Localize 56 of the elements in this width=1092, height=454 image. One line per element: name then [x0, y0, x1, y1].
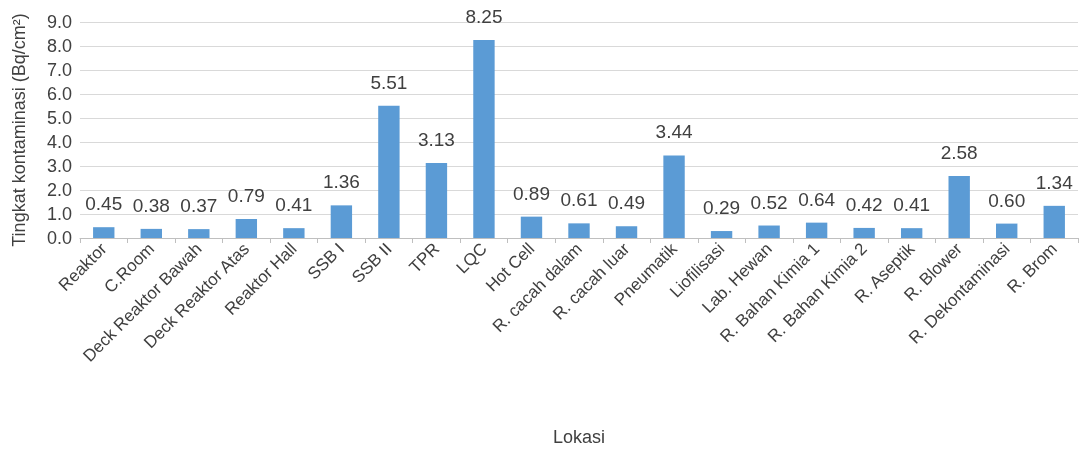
bar	[663, 155, 685, 238]
data-label: 3.44	[655, 121, 693, 143]
data-label: 0.79	[227, 185, 265, 207]
data-label: 0.52	[750, 191, 788, 213]
bar	[615, 226, 638, 238]
data-label: 0.38	[132, 194, 170, 216]
data-label: 1.34	[1035, 171, 1074, 193]
bar	[805, 222, 828, 238]
y-tick-label: 6.0	[46, 84, 72, 104]
bar	[425, 162, 448, 238]
data-label: 0.64	[798, 188, 836, 210]
data-label: 0.41	[893, 194, 931, 216]
bar	[188, 229, 210, 238]
y-axis-title: Tingkat kontaminasi (Bq/cm²)	[9, 13, 29, 247]
y-tick-label: 0.0	[46, 228, 72, 248]
y-tick-label: 9.0	[46, 12, 72, 32]
data-label: 1.36	[322, 171, 360, 193]
bar	[520, 216, 543, 238]
bar	[283, 228, 305, 238]
data-label: 2.58	[940, 142, 978, 164]
bar	[853, 227, 875, 238]
data-label: 0.42	[845, 193, 883, 215]
data-label: 0.37	[180, 195, 218, 217]
y-tick-label: 4.0	[46, 132, 72, 152]
data-label: 8.25	[465, 6, 503, 27]
data-label: 3.13	[417, 128, 455, 150]
data-label: 0.61	[560, 189, 598, 211]
bar	[235, 219, 258, 238]
data-label: 0.60	[988, 189, 1026, 211]
y-tick-label: 2.0	[46, 180, 72, 200]
bar	[900, 228, 923, 238]
x-tick-label: SSB II	[348, 239, 396, 287]
bar	[758, 225, 780, 238]
bar	[568, 223, 590, 238]
y-tick-label: 7.0	[46, 60, 72, 80]
y-tick-label: 8.0	[46, 36, 72, 56]
bar	[996, 223, 1018, 238]
bar	[93, 227, 115, 238]
data-label: 0.89	[512, 182, 550, 204]
bar	[473, 40, 495, 238]
data-label: 0.49	[608, 192, 646, 214]
x-tick-label: TPR	[405, 239, 444, 277]
data-label: 5.51	[370, 71, 408, 93]
y-tick-label: 3.0	[46, 156, 72, 176]
bar	[948, 176, 970, 238]
bar	[330, 205, 353, 238]
x-axis-title: Lokasi	[552, 427, 606, 447]
y-tick-label: 1.0	[46, 204, 72, 224]
bar	[378, 105, 400, 238]
bar	[1043, 205, 1065, 238]
data-label: 0.29	[703, 197, 741, 219]
bar	[710, 231, 733, 238]
bar	[140, 228, 162, 238]
data-label: 0.41	[275, 194, 313, 216]
y-tick-label: 5.0	[46, 108, 72, 128]
data-label: 0.45	[85, 193, 123, 215]
